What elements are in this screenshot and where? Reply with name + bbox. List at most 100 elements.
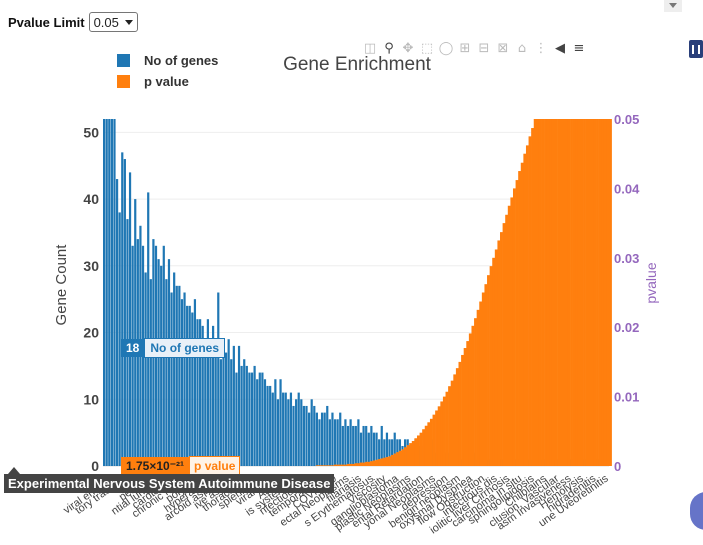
gene-bar [167,259,171,466]
box-select-icon[interactable]: ⬚ [420,40,434,56]
pvalue-bar [344,464,348,466]
gene-bar [365,425,368,466]
gene-bar [237,345,241,466]
hover-compare-icon[interactable]: ≡ [573,40,585,56]
hover-closest-icon[interactable]: ◀ [555,40,565,56]
pvalue-bar [468,333,472,466]
gene-bar [217,292,220,466]
spike-lines-icon[interactable]: ⋮ [534,40,548,56]
gene-bar [134,199,137,467]
gene-bar [346,425,350,466]
pvalue-bar [411,441,415,466]
gene-bar [266,385,269,466]
autoscale-icon[interactable]: ⊠ [497,40,509,56]
pvalue-bar [471,325,475,466]
pvalue-bar [378,459,381,466]
zoom-in-icon[interactable]: ⊞ [459,40,471,56]
pvalue-bar [455,368,459,466]
pvalue-bar [494,249,498,466]
pvalue-bar [422,429,426,466]
gene-bar [292,405,295,466]
gene-bar [115,179,119,467]
pvalue-bar [515,180,519,466]
pvalue-bar [554,119,558,466]
zoom-icon[interactable]: ⚲ [384,40,394,56]
legend-item-pvalue[interactable]: p value [117,74,218,89]
gene-bar [186,305,189,466]
gene-bar [388,439,391,466]
gene-bar [214,345,217,466]
pvalue-bar [601,119,605,466]
pvalue-bar [331,465,335,466]
gene-bar [328,419,331,466]
pvalue-bar [320,465,324,466]
gene-bar [209,339,212,466]
chart-studio-icon[interactable] [689,40,703,58]
gene-bar [240,365,243,466]
legend-label-genes: No of genes [144,53,219,68]
pvalue-bar [528,136,532,466]
pvalue-bar [419,432,423,466]
pvalue-bar [357,463,361,466]
gene-bar [206,319,210,466]
y-axis-title: Gene Count [53,244,70,326]
pvalue-bar [549,119,553,466]
hover-genes-value: 18 [121,339,145,357]
pvalue-bar [538,119,542,466]
pvalue-bar [352,463,356,466]
pvalue-bar [359,462,363,466]
gene-bar [183,292,186,466]
pvalue-bar [435,410,439,466]
gene-bar [193,299,197,466]
pvalue-bar [585,119,589,466]
pvalue-bar [484,284,488,466]
reset-axes-icon[interactable]: ⌂ [517,40,527,56]
pvalue-bar [380,458,384,466]
y2-tick-label: 0.02 [614,320,639,335]
gene-bar [362,425,365,466]
y-tick-label: 40 [83,191,99,207]
collapse-arrow-icon[interactable] [664,0,682,12]
zoom-out-icon[interactable]: ⊟ [478,40,490,56]
plot-modebar: ◫ ⚲ ✥ ⬚ ◯ ⊞ ⊟ ⊠ ⌂ ⋮ ◀ ≡ [362,40,587,56]
gene-bar [232,345,235,466]
gene-bar [357,419,360,466]
chat-bubble-icon[interactable] [690,492,703,530]
gene-bar [320,412,324,466]
gene-bar [196,319,199,466]
camera-icon[interactable]: ◫ [363,40,377,56]
chart-legend: No of genes p value [117,53,218,89]
pan-icon[interactable]: ✥ [402,40,414,56]
hover-pvalue-name: p value [189,456,241,476]
pvalue-bar [409,443,413,466]
pvalue-bar [362,462,366,466]
lasso-icon[interactable]: ◯ [438,40,454,56]
pvalue-bar [567,119,571,466]
pvalue-bar [590,119,594,466]
pvalue-bar [577,119,581,466]
gene-bar [385,432,389,466]
pvalue-bar [546,119,550,466]
gene-bar [219,359,222,466]
gene-bar [307,412,311,466]
gene-bar [149,279,152,466]
pvalue-bar [489,266,493,466]
gene-bar [380,425,383,466]
gene-bar [282,392,285,466]
pvalue-bar [346,463,350,466]
gene-bar [302,405,306,466]
chevron-down-icon [124,19,133,25]
gene-bar [178,285,181,466]
pvalue-limit-select[interactable]: 0.05 [88,12,138,32]
pvalue-limit-value: 0.05 [93,14,119,30]
pvalue-bar [383,457,387,466]
gene-bar [323,412,326,466]
pvalue-bar [328,465,332,466]
pvalue-bar [523,153,527,466]
pvalue-bar [315,465,319,466]
gene-bar [165,279,168,466]
pvalue-bar [461,354,464,466]
legend-item-genes[interactable]: No of genes [117,53,218,68]
gene-bar [103,119,106,466]
